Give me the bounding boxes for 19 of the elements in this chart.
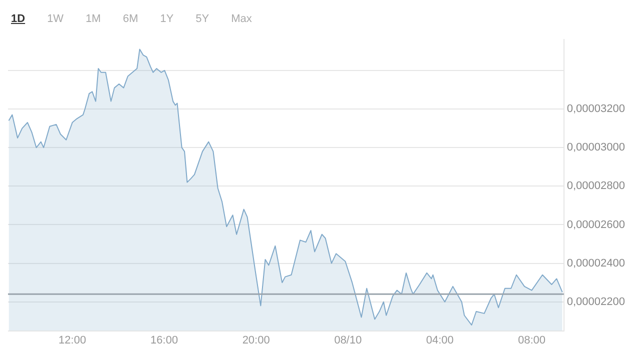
text: 6M	[122, 13, 138, 25]
text: Max	[231, 13, 252, 25]
y-tick-label: 0,00003000	[566, 142, 626, 154]
text: 1W	[47, 13, 64, 25]
text: 1Y	[160, 13, 174, 25]
x-tick-label: 04:00	[426, 334, 454, 346]
x-tick-label: 08/10	[334, 334, 362, 346]
y-tick-label: 0,00002200	[566, 296, 626, 308]
text: 1M	[86, 13, 101, 25]
x-tick-label: 08:00	[518, 334, 546, 346]
x-tick-label: 16:00	[150, 334, 178, 346]
y-tick-label: 0,00003200	[566, 103, 626, 116]
y-tick-label: 0,00002600	[566, 218, 626, 231]
y-tick-label: 0,00002800	[566, 180, 626, 192]
text: 1D	[11, 13, 26, 25]
x-tick-label: 12:00	[58, 334, 86, 346]
x-tick-label: 20:00	[242, 334, 270, 346]
text: 5Y	[196, 13, 210, 25]
y-tick-label: 0,00002400	[566, 257, 626, 270]
